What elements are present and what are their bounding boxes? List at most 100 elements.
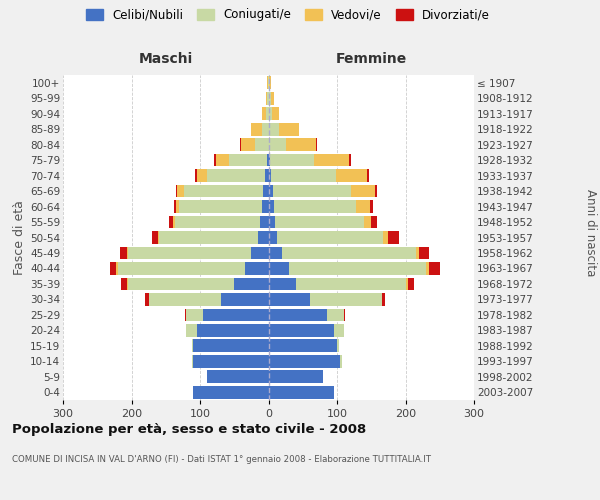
Bar [197,324,269,336]
Bar [269,92,271,104]
Bar [266,92,267,104]
Bar [364,216,371,228]
Bar [269,262,289,275]
Bar [269,293,310,306]
Bar [176,184,178,198]
Bar [271,92,274,104]
Bar [178,184,184,198]
Text: Popolazione per età, sesso e stato civile - 2008: Popolazione per età, sesso e stato civil… [12,422,366,436]
Bar [269,340,337,352]
Bar [175,216,260,228]
Bar [258,231,269,244]
Bar [229,154,267,166]
Bar [272,108,279,120]
Text: COMUNE DI INCISA IN VAL D'ARNO (FI) - Dati ISTAT 1° gennaio 2008 - Elaborazione : COMUNE DI INCISA IN VAL D'ARNO (FI) - Da… [12,455,431,464]
Bar [118,262,245,275]
Bar [269,324,334,336]
Bar [407,278,415,290]
Bar [216,154,229,166]
Bar [349,154,350,166]
Bar [316,138,317,151]
Bar [110,262,116,275]
Bar [262,108,266,120]
Bar [128,278,234,290]
Bar [120,246,127,260]
Bar [274,200,356,213]
Bar [192,340,193,352]
Bar [262,123,269,136]
Bar [207,370,269,383]
Text: Femmine: Femmine [335,52,407,66]
Bar [269,123,279,136]
Bar [269,231,277,244]
Bar [176,200,179,213]
Bar [430,262,440,275]
Bar [334,324,344,336]
Bar [286,138,316,151]
Bar [193,340,269,352]
Bar [426,262,430,275]
Bar [356,200,370,213]
Bar [344,308,345,321]
Bar [370,200,373,213]
Bar [289,262,426,275]
Bar [214,154,216,166]
Bar [279,123,299,136]
Bar [269,386,334,398]
Bar [275,216,364,228]
Bar [367,169,369,182]
Bar [337,169,367,182]
Bar [203,308,269,321]
Bar [271,169,337,182]
Bar [269,370,323,383]
Bar [376,184,377,198]
Bar [262,200,269,213]
Bar [327,308,344,321]
Bar [383,231,388,244]
Bar [193,386,269,398]
Bar [169,216,173,228]
Bar [340,355,342,368]
Bar [269,246,282,260]
Bar [207,169,265,182]
Bar [149,293,221,306]
Bar [195,169,197,182]
Bar [266,108,269,120]
Bar [352,184,376,198]
Bar [186,324,197,336]
Bar [234,278,269,290]
Bar [416,246,419,260]
Bar [158,231,159,244]
Bar [185,308,187,321]
Bar [260,216,269,228]
Bar [277,231,383,244]
Bar [267,76,268,89]
Bar [152,231,158,244]
Bar [269,278,296,290]
Bar [179,200,262,213]
Bar [270,154,314,166]
Bar [269,184,272,198]
Bar [265,169,269,182]
Bar [382,293,385,306]
Bar [127,278,128,290]
Bar [269,76,271,89]
Bar [255,138,269,151]
Bar [184,184,263,198]
Bar [269,154,270,166]
Legend: Celibi/Nubili, Coniugati/e, Vedovi/e, Divorziati/e: Celibi/Nubili, Coniugati/e, Vedovi/e, Di… [86,8,490,22]
Bar [174,200,176,213]
Bar [145,293,149,306]
Bar [388,231,398,244]
Bar [192,355,193,368]
Bar [269,308,327,321]
Bar [121,278,127,290]
Bar [251,123,262,136]
Bar [419,246,430,260]
Text: Anni di nascita: Anni di nascita [584,189,597,276]
Bar [116,262,118,275]
Bar [406,278,407,290]
Bar [269,138,286,151]
Bar [263,184,269,198]
Bar [187,308,203,321]
